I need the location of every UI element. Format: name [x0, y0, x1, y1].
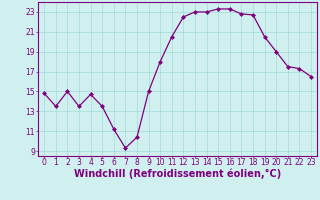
X-axis label: Windchill (Refroidissement éolien,°C): Windchill (Refroidissement éolien,°C): [74, 168, 281, 179]
